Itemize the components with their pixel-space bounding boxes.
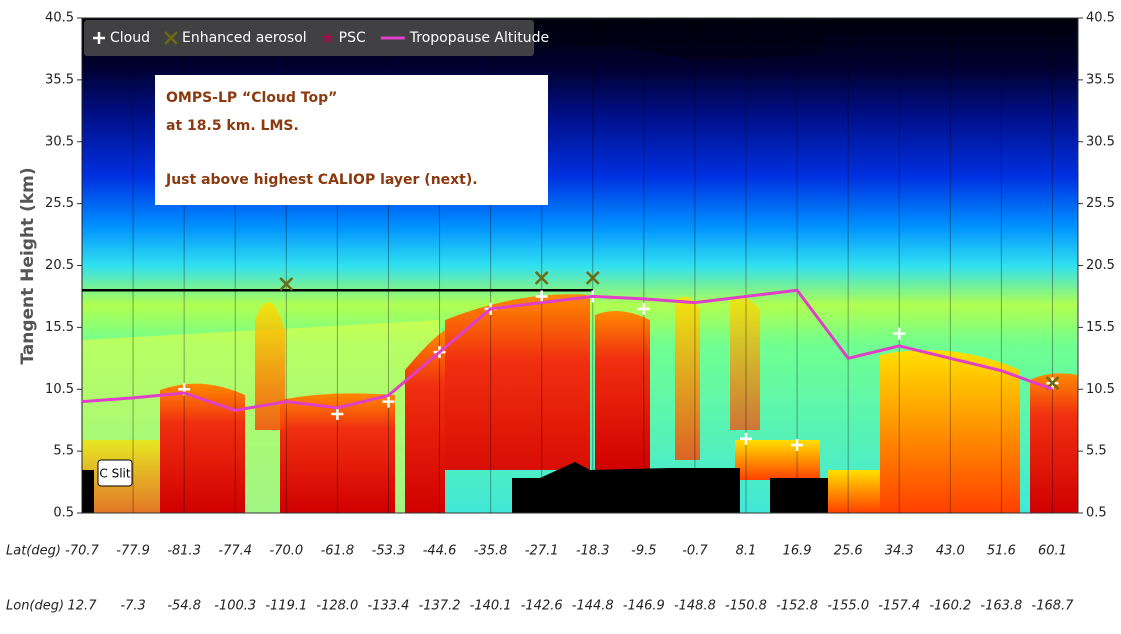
lat-label: -81.3	[167, 544, 201, 559]
legend-label: Tropopause Altitude	[409, 30, 549, 46]
legend-label: Cloud	[110, 30, 150, 46]
lon-label: -160.2	[929, 599, 971, 614]
lon-label: -7.3	[120, 599, 145, 614]
y2-tick-label: 5.5	[1086, 444, 1107, 459]
lon-label: -146.9	[623, 599, 665, 614]
annotation-line: OMPS-LP “Cloud Top”	[166, 90, 337, 106]
lon-label: -142.6	[521, 599, 563, 614]
y2-tick-label: 40.5	[1086, 11, 1115, 26]
inset-label: C Slit	[99, 467, 130, 481]
y-tick-label: 30.5	[45, 134, 74, 149]
y-tick-label: 35.5	[45, 72, 74, 87]
lon-label: -155.0	[827, 599, 869, 614]
y2-tick-label: 0.5	[1086, 506, 1107, 521]
lon-label: -54.8	[167, 599, 201, 614]
lon-label: -148.8	[674, 599, 716, 614]
row-label: Lon(deg)	[6, 599, 64, 614]
lat-label: -77.9	[116, 544, 150, 559]
lon-label: -150.8	[725, 599, 767, 614]
y2-tick-label: 35.5	[1086, 72, 1115, 87]
lon-label: -119.1	[265, 599, 307, 614]
lat-label: -27.1	[525, 544, 559, 559]
y2-tick-label: 25.5	[1086, 196, 1115, 211]
lon-label: -128.0	[316, 599, 358, 614]
lat-label: -0.7	[682, 544, 708, 559]
legend-label: Enhanced aerosol	[182, 30, 307, 46]
y-tick-label: 20.5	[45, 258, 74, 273]
lon-label: -163.8	[980, 599, 1022, 614]
lat-label: -18.3	[576, 544, 610, 559]
lat-label: 25.6	[834, 544, 863, 559]
lat-label: -35.8	[474, 544, 508, 559]
lat-label: -70.0	[269, 544, 303, 559]
y-tick-label: 40.5	[45, 11, 74, 26]
y-tick-label: 10.5	[45, 382, 74, 397]
lat-label: -44.6	[423, 544, 457, 559]
lat-label: -53.3	[372, 544, 406, 559]
y-tick-label: 15.5	[45, 320, 74, 335]
annotation-line: Just above highest CALIOP layer (next).	[165, 172, 478, 188]
y-axis-label: Tangent Height (km)	[18, 167, 38, 364]
y-tick-label: 5.5	[53, 444, 74, 459]
lon-label: 12.7	[68, 599, 98, 614]
lat-label: 34.3	[885, 544, 914, 559]
lon-label: -133.4	[368, 599, 410, 614]
lat-label: -9.5	[631, 544, 656, 559]
y-tick-label: 25.5	[45, 196, 74, 211]
lat-label: -61.8	[321, 544, 355, 559]
row-label: Lat(deg)	[6, 544, 61, 559]
y2-tick-label: 30.5	[1086, 134, 1115, 149]
y2-tick-label: 20.5	[1086, 258, 1115, 273]
y2-tick-label: 10.5	[1086, 382, 1115, 397]
lat-label: 60.1	[1038, 544, 1067, 559]
lat-label: -77.4	[218, 544, 252, 559]
lon-label: -157.4	[878, 599, 920, 614]
y2-tick-label: 15.5	[1086, 320, 1115, 335]
lon-label: -144.8	[572, 599, 614, 614]
legend-label: PSC	[339, 30, 366, 46]
chart: 0.5 0.5 5.5 5.5 10.5 10.5 15.5 15.5 20.5 20.5 25.5…	[0, 0, 1121, 630]
lat-label: 8.1	[736, 544, 757, 559]
lon-label: -168.7	[1032, 599, 1075, 614]
lat-label: 51.6	[987, 544, 1016, 559]
lon-label: -100.3	[214, 599, 256, 614]
annotation-line: at 18.5 km. LMS.	[166, 118, 299, 134]
lon-label: -137.2	[419, 599, 461, 614]
lat-label: -70.7	[65, 544, 99, 559]
lon-label: -152.8	[776, 599, 818, 614]
y-tick-label: 0.5	[53, 506, 74, 521]
lat-label: 43.0	[936, 544, 965, 559]
lat-label: 16.9	[783, 544, 812, 559]
lon-label: -140.1	[470, 599, 512, 614]
